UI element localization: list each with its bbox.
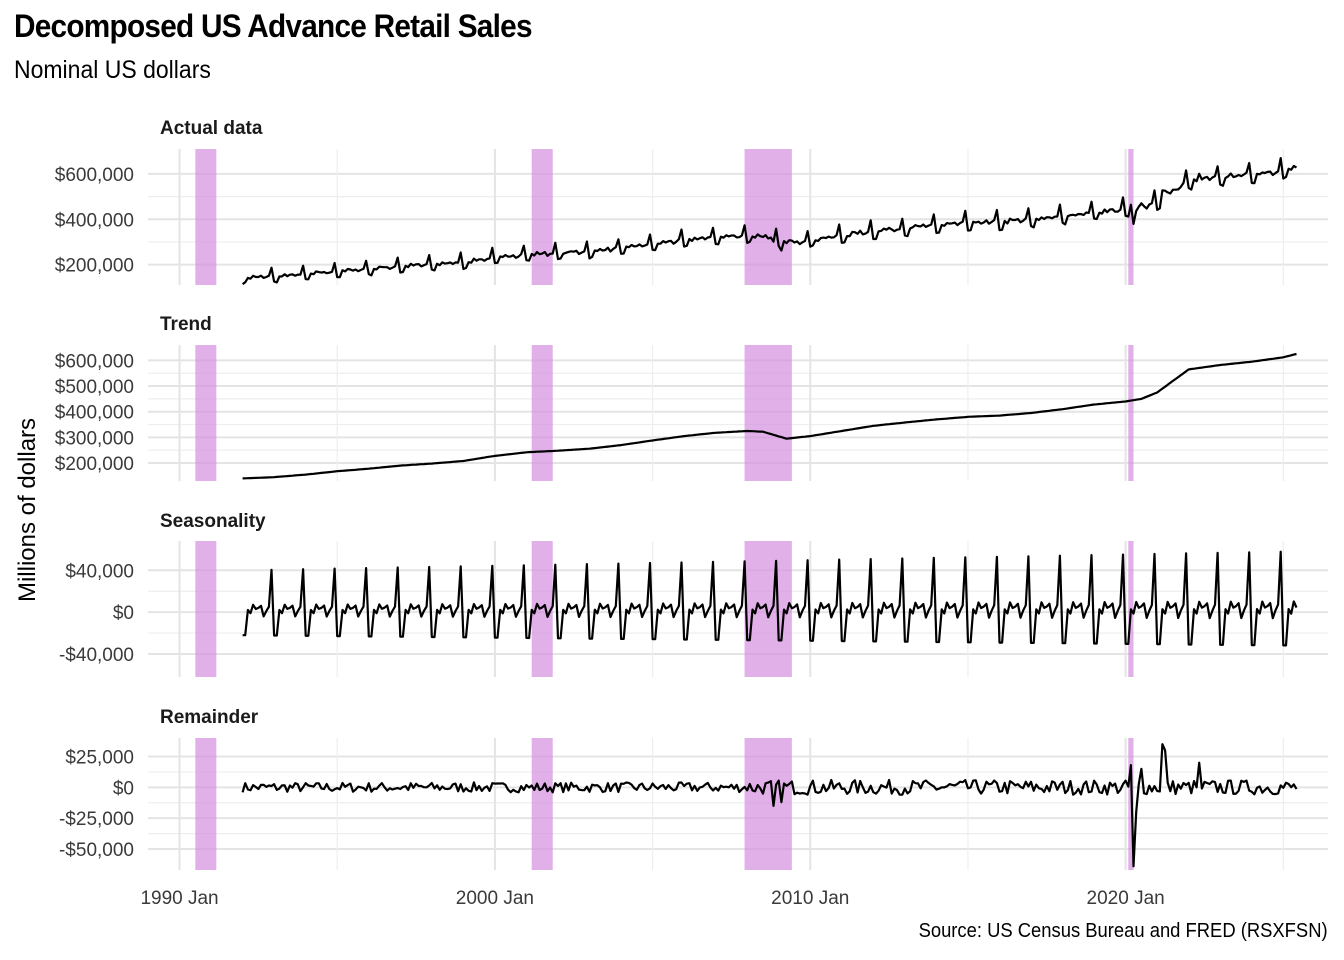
y-tick-label: $400,000	[55, 403, 134, 424]
recession-band	[744, 149, 792, 285]
panel-title: Actual data	[160, 118, 263, 139]
series-line-seasonality	[242, 550, 1298, 647]
panel-title: Trend	[160, 314, 212, 335]
recession-band	[744, 345, 792, 481]
y-tick-label: -$50,000	[59, 840, 134, 861]
recession-band	[531, 345, 553, 481]
recession-layer	[195, 149, 1134, 870]
series-line-remainder	[241, 743, 1298, 868]
chart-subtitle: Nominal US dollars	[14, 56, 211, 84]
series-line-trend	[242, 352, 1297, 480]
recession-band	[531, 541, 553, 677]
series-layer	[241, 157, 1298, 868]
y-tick-label: $500,000	[55, 377, 134, 398]
y-tick-label: $0	[113, 778, 134, 799]
recession-band	[531, 738, 553, 870]
recession-band	[1128, 149, 1134, 285]
recession-band	[744, 738, 792, 870]
recession-band	[531, 149, 553, 285]
y-tick-label: $200,000	[55, 454, 134, 475]
y-tick-label: $600,000	[55, 351, 134, 372]
panel-title: Seasonality	[160, 511, 266, 532]
y-tick-label: -$40,000	[59, 645, 134, 666]
recession-band	[195, 738, 217, 870]
recession-band	[195, 541, 217, 677]
y-tick-label: $300,000	[55, 428, 134, 449]
y-tick-label: -$25,000	[59, 809, 134, 830]
recession-band	[1128, 345, 1134, 481]
x-tick-label: 2010 Jan	[771, 888, 849, 909]
chart-caption: Source: US Census Bureau and FRED (RSXFS…	[918, 920, 1328, 942]
x-tick-label: 2000 Jan	[456, 888, 534, 909]
panel-title: Remainder	[160, 707, 259, 728]
recession-band	[195, 149, 217, 285]
label-layer: $200,000 $400,000 $600,000 Actual data $200,…	[55, 118, 1165, 909]
y-tick-label: $0	[113, 603, 134, 624]
y-tick-label: $40,000	[65, 561, 134, 582]
y-tick-label: $400,000	[55, 210, 134, 231]
y-axis-title: Millions of dollars	[14, 418, 41, 602]
y-tick-label: $200,000	[55, 256, 134, 277]
x-tick-label: 1990 Jan	[140, 888, 218, 909]
y-tick-label: $600,000	[55, 165, 134, 186]
y-tick-label: $25,000	[65, 748, 134, 769]
grid-layer	[148, 149, 1328, 870]
x-tick-label: 2020 Jan	[1087, 888, 1165, 909]
chart-title: Decomposed US Advance Retail Sales	[14, 8, 533, 44]
recession-band	[195, 345, 217, 481]
series-line-actual-data	[241, 157, 1298, 286]
